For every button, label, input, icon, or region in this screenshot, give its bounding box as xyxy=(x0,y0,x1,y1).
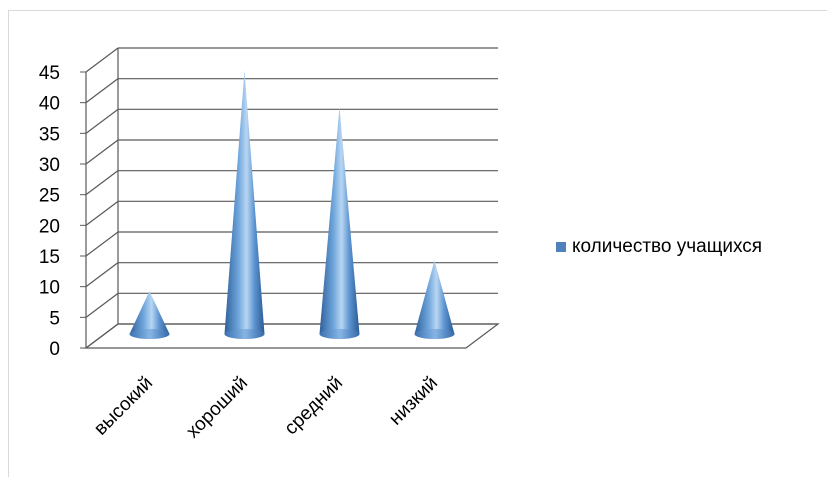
cone-base xyxy=(129,329,170,339)
cone-bar xyxy=(319,107,360,339)
cone-base xyxy=(319,329,360,339)
gridline-diagonal xyxy=(85,292,119,318)
cone-bar xyxy=(129,291,170,339)
y-tick-label: 5 xyxy=(49,308,60,329)
cone-base xyxy=(224,329,265,339)
cone-bar xyxy=(414,260,455,339)
cone-series xyxy=(129,70,455,340)
gridline-diagonal xyxy=(85,139,119,165)
cone-body xyxy=(319,107,360,339)
y-tick-label: 25 xyxy=(39,186,60,207)
y-tick-label: 15 xyxy=(39,247,60,268)
legend: количество учащихся xyxy=(556,236,762,258)
cone-body xyxy=(414,260,455,339)
y-tick-label: 30 xyxy=(39,155,60,176)
cone-bar xyxy=(224,70,265,340)
gridline-diagonal xyxy=(85,47,119,73)
y-tick-label: 20 xyxy=(39,216,60,237)
legend-label: количество учащихся xyxy=(572,236,763,257)
y-tick-label: 45 xyxy=(39,63,60,84)
cone-body xyxy=(224,70,265,340)
cone-body xyxy=(129,291,170,339)
gridline-diagonal xyxy=(85,170,119,196)
gridline-diagonal xyxy=(85,78,119,104)
y-tick-label: 10 xyxy=(39,278,60,299)
gridline-diagonal xyxy=(85,323,119,349)
gridline-diagonal xyxy=(85,200,119,226)
x-category-label: низкий xyxy=(385,373,442,430)
x-category-label: средний xyxy=(281,373,347,439)
y-tick-label: 35 xyxy=(39,124,60,145)
y-axis-ticks: 0 5 10 15 20 25 30 35 40 45 xyxy=(39,63,60,360)
gridline-diagonal xyxy=(85,108,119,134)
y-tick-label: 40 xyxy=(39,94,60,115)
y-tick-label: 0 xyxy=(49,339,60,360)
cone-base xyxy=(414,329,455,339)
x-category-label: высокий xyxy=(90,373,157,440)
x-category-label: хороший xyxy=(182,373,252,443)
x-axis-categories: высокий хороший средний низкий xyxy=(90,373,442,443)
gridline-diagonal xyxy=(85,231,119,257)
chart-area xyxy=(8,10,827,477)
legend-swatch xyxy=(556,242,566,252)
gridline-diagonal xyxy=(85,262,119,288)
